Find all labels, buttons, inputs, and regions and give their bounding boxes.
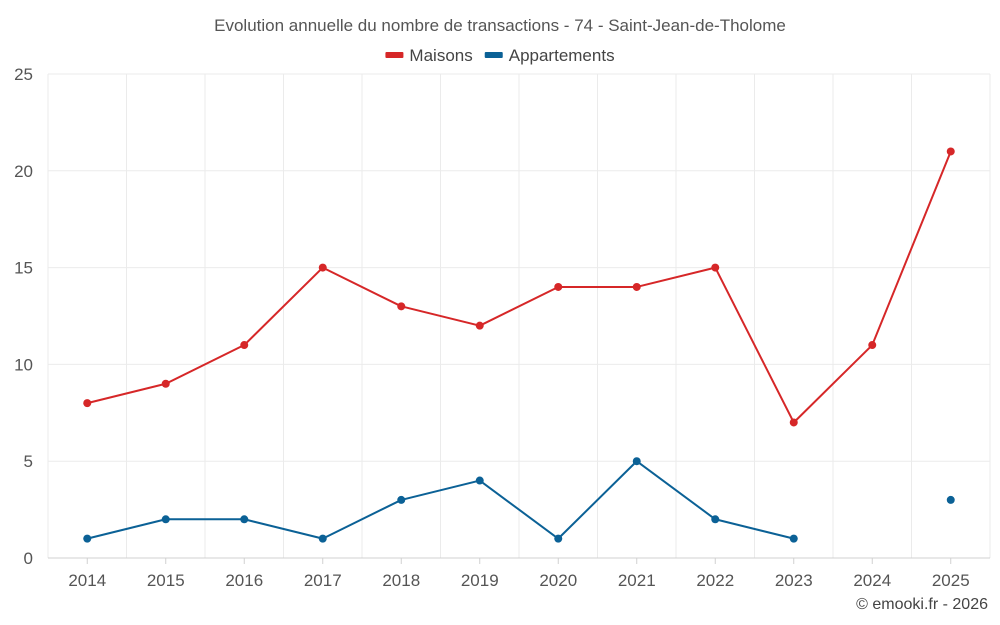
legend: Maisons Appartements xyxy=(385,46,615,65)
x-tick-label: 2021 xyxy=(618,571,656,590)
data-point-appartements-2023[interactable] xyxy=(789,534,798,543)
y-tick-label: 5 xyxy=(24,452,33,471)
data-point-maisons-2015[interactable] xyxy=(161,379,170,388)
series-line-appartements xyxy=(87,460,794,540)
legend-item-maisons[interactable]: Maisons xyxy=(385,46,473,65)
x-tick-label: 2015 xyxy=(147,571,185,590)
data-point-maisons-2020[interactable] xyxy=(554,282,563,291)
x-tick-label: 2025 xyxy=(932,571,970,590)
x-tick-label: 2017 xyxy=(304,571,342,590)
data-point-maisons-2018[interactable] xyxy=(397,302,406,311)
legend-item-appartements[interactable]: Appartements xyxy=(484,46,615,65)
credit-text: © emooki.fr - 2026 xyxy=(856,596,988,613)
data-point-maisons-2017[interactable] xyxy=(318,263,327,272)
legend-swatch xyxy=(385,52,404,58)
data-point-appartements-2016[interactable] xyxy=(240,515,249,524)
x-tick-label: 2019 xyxy=(461,571,499,590)
data-point-maisons-2025[interactable] xyxy=(946,147,955,156)
x-tick-label: 2022 xyxy=(696,571,734,590)
data-point-appartements-2015[interactable] xyxy=(161,515,170,524)
series-line-maisons xyxy=(87,151,952,424)
legend-swatch xyxy=(484,52,503,58)
x-tick-label: 2018 xyxy=(382,571,420,590)
x-tick-label: 2020 xyxy=(539,571,577,590)
chart-title: Evolution annuelle du nombre de transact… xyxy=(214,16,786,35)
y-tick-label: 20 xyxy=(14,162,33,181)
x-tick-label: 2014 xyxy=(68,571,106,590)
series-appartements xyxy=(83,457,955,543)
series xyxy=(83,147,955,543)
x-tick-label: 2023 xyxy=(775,571,813,590)
data-point-maisons-2014[interactable] xyxy=(83,399,92,408)
y-tick-label: 25 xyxy=(14,65,33,84)
y-tick-label: 10 xyxy=(14,355,33,374)
x-tick-label: 2016 xyxy=(225,571,263,590)
data-point-appartements-2021[interactable] xyxy=(632,457,641,466)
data-point-maisons-2023[interactable] xyxy=(789,418,798,427)
y-tick-label: 15 xyxy=(14,259,33,278)
data-point-maisons-2016[interactable] xyxy=(240,341,249,350)
legend-label: Maisons xyxy=(409,46,472,65)
grid xyxy=(47,73,991,559)
data-point-maisons-2022[interactable] xyxy=(711,263,720,272)
data-point-appartements-2017[interactable] xyxy=(318,534,327,543)
data-point-appartements-2019[interactable] xyxy=(475,476,484,485)
data-point-appartements-2022[interactable] xyxy=(711,515,720,524)
x-tick-label: 2024 xyxy=(853,571,891,590)
data-point-appartements-2018[interactable] xyxy=(397,495,406,504)
data-point-maisons-2019[interactable] xyxy=(475,321,484,330)
data-point-maisons-2024[interactable] xyxy=(868,341,877,350)
y-tick-label: 0 xyxy=(24,549,33,568)
data-point-appartements-2020[interactable] xyxy=(554,534,563,543)
data-point-maisons-2021[interactable] xyxy=(632,282,641,291)
legend-label: Appartements xyxy=(509,46,615,65)
data-point-appartements-2025[interactable] xyxy=(946,495,955,504)
series-maisons xyxy=(83,147,955,427)
data-point-appartements-2014[interactable] xyxy=(83,534,92,543)
